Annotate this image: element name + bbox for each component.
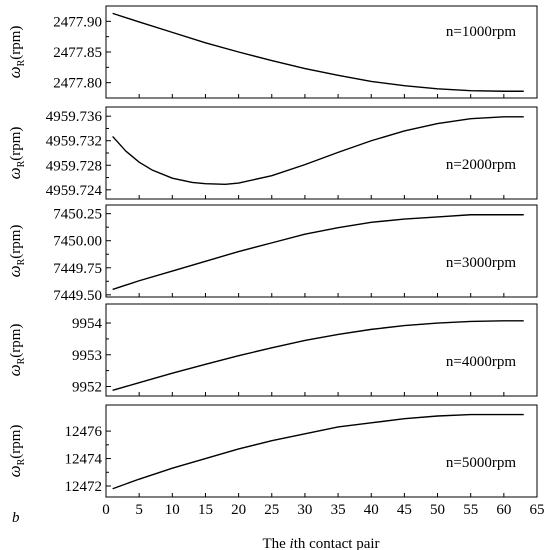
y-axis-title: ωR(rpm) [5,324,27,377]
plot-frame [105,106,538,200]
y-tick-label: 4959.736 [46,109,103,125]
x-tick-label: 55 [463,502,478,518]
y-tick-label: 7449.50 [53,288,102,304]
y-axis-omega: ω [5,465,24,477]
series-line [112,12,524,92]
series-line [112,116,524,185]
chart-panel-3: 7449.50 7449.75 7450.00 7450.25 n=3000rpm ωR(… [5,204,538,304]
series-line [112,214,524,291]
y-tick-label: 2477.85 [53,45,102,61]
speed-annotation: n=1000rpm [446,24,516,40]
y-axis-subscript: R [16,357,27,364]
speed-annotation: n=3000rpm [446,255,516,271]
chart-panel-5: 12472 12474 12476 n=5000rpm ωR(rpm) [5,404,538,498]
x-axis: 0 5 10 15 20 25 30 35 40 45 50 55 60 65 [102,502,544,518]
y-tick-label: 2477.90 [53,14,102,30]
chart-panel-2: 4959.724 4959.728 4959.732 4959.736 n=2000rp… [5,106,538,200]
y-axis-subscript: R [16,160,27,167]
plot-frame [105,404,538,498]
y-axis-omega: ω [5,167,24,179]
x-tick-label: 35 [331,502,346,518]
x-tick-label: 20 [231,502,246,518]
x-axis-title-pre: The [262,536,289,550]
y-tick-label: 4959.728 [46,158,102,174]
y-axis-title: ωR(rpm) [5,127,27,180]
x-tick-label: 25 [264,502,279,518]
speed-annotation: n=5000rpm [446,455,516,471]
y-tick-label: 2477.80 [53,76,102,92]
series-line [112,413,524,490]
y-tick-label: 4959.724 [46,183,103,199]
x-axis-title-italic: i [290,536,294,550]
speed-annotation: n=4000rpm [446,354,516,370]
y-tick-label: 9952 [72,379,102,395]
y-tick-label: 12472 [65,479,103,495]
x-axis-title: The ith contact pair [262,536,379,550]
y-tick-label: 9954 [72,316,103,332]
y-axis-unit: (rpm) [8,26,24,60]
y-axis-subscript: R [16,458,27,465]
y-axis-title: ωR(rpm) [5,225,27,278]
plot-frame [105,303,538,397]
y-tick-label: 12476 [65,424,103,440]
y-tick-label: 7449.75 [53,261,102,277]
y-axis-omega: ω [5,364,24,376]
x-tick-label: 40 [364,502,379,518]
y-tick-label: 12474 [65,452,103,468]
x-tick-label: 10 [165,502,180,518]
y-axis-unit: (rpm) [8,324,24,358]
x-tick-label: 65 [530,502,545,518]
y-axis-unit: (rpm) [8,127,24,161]
chart-panel-1: 2477.80 2477.85 2477.90 n=1000rpm ωR(rpm) [5,5,538,99]
y-axis-omega: ω [5,265,24,277]
x-tick-label: 60 [496,502,511,518]
x-tick-label: 15 [198,502,213,518]
x-tick-label: 45 [397,502,412,518]
x-tick-label: 5 [135,502,143,518]
x-axis-title-post: th contact pair [294,536,380,550]
chart-panel-4: 9952 9953 9954 n=4000rpm ωR(rpm) [5,303,538,397]
x-tick-label: 0 [102,502,110,518]
plot-frame [105,5,538,99]
y-axis-unit: (rpm) [8,225,24,259]
y-tick-label: 7450.25 [53,207,102,223]
y-tick-label: 7450.00 [53,234,102,250]
figure-label: b [12,510,20,526]
chart-panels: 2477.802477.852477.90n=1000rpmωR(rpm)495… [5,5,538,498]
series-line [112,320,524,391]
y-axis-subscript: R [16,258,27,265]
y-axis-subscript: R [16,59,27,66]
y-tick-label: 9953 [72,348,102,364]
y-axis-unit: (rpm) [8,425,24,459]
y-axis-title: ωR(rpm) [5,425,27,478]
y-tick-label: 4959.732 [46,134,102,150]
y-axis-title: ωR(rpm) [5,26,27,79]
speed-annotation: n=2000rpm [446,157,516,173]
x-tick-label: 50 [430,502,445,518]
x-tick-label: 30 [297,502,312,518]
y-axis-omega: ω [5,66,24,78]
plot-frame [105,204,538,298]
